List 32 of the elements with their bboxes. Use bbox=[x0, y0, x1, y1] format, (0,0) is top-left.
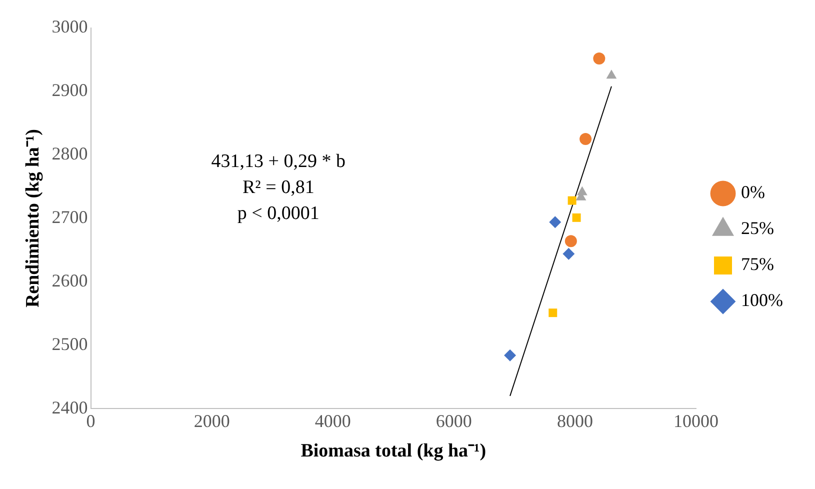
annotation: 431,13 + 0,29 * b bbox=[211, 150, 346, 172]
annotation: R² = 0,81 bbox=[242, 176, 314, 198]
x-tick-label: 2000 bbox=[194, 411, 230, 432]
legend-label: 100% bbox=[741, 290, 784, 310]
y-tick-label: 2500 bbox=[52, 334, 88, 354]
legend-label: 0% bbox=[741, 182, 766, 202]
legend-label: 25% bbox=[741, 218, 774, 238]
point bbox=[562, 248, 575, 260]
point bbox=[593, 52, 606, 64]
legend-label: 75% bbox=[741, 254, 774, 274]
point bbox=[606, 70, 617, 79]
point bbox=[568, 196, 576, 205]
x-tick-label: 6000 bbox=[436, 411, 472, 432]
point bbox=[548, 308, 558, 318]
point bbox=[549, 216, 562, 228]
x-axis-title: Biomasa total (kg ha⁻¹) bbox=[300, 440, 486, 462]
x-tick-label: 4000 bbox=[314, 411, 351, 432]
x-tick-label: 10000 bbox=[674, 411, 719, 432]
y-tick-label: 2400 bbox=[52, 397, 88, 418]
point bbox=[504, 349, 516, 362]
x-tick-label: 8000 bbox=[556, 411, 593, 432]
x-tick-label: 0 bbox=[86, 411, 96, 432]
y-tick-label: 2600 bbox=[52, 270, 88, 290]
y-tick-label: 2900 bbox=[52, 80, 88, 100]
point bbox=[572, 213, 581, 222]
point bbox=[580, 133, 592, 146]
y-tick-label: 2800 bbox=[52, 144, 88, 164]
y-tick-label: 2700 bbox=[52, 207, 88, 228]
y-axis-title: Rendimiento (kg ha⁻¹) bbox=[22, 129, 44, 308]
y-tick-label: 3000 bbox=[52, 16, 88, 37]
point bbox=[564, 235, 577, 248]
annotation: p < 0,0001 bbox=[237, 202, 320, 224]
